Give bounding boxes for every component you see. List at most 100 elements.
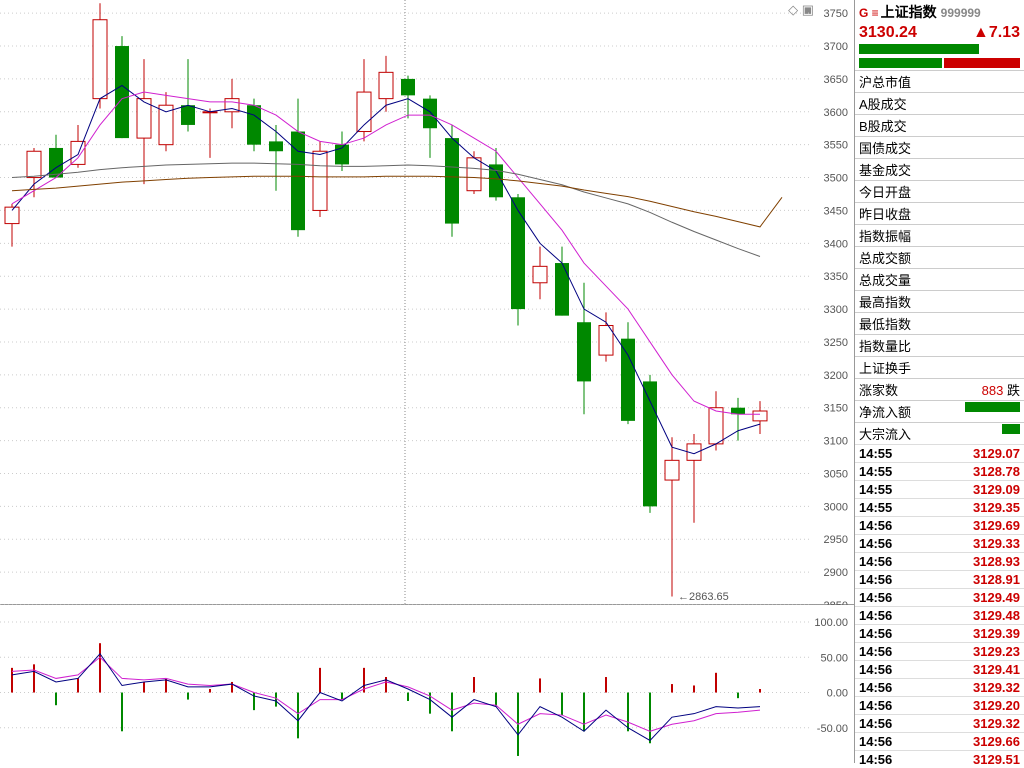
tick-row: 14:56 3128.93 bbox=[855, 552, 1024, 570]
info-row: 总成交额 bbox=[855, 246, 1024, 268]
svg-text:←2863.65: ←2863.65 bbox=[678, 591, 729, 603]
sentiment-bars bbox=[855, 42, 1024, 56]
tick-price: 3129.51 bbox=[973, 751, 1020, 768]
svg-text:2950: 2950 bbox=[824, 534, 848, 546]
svg-text:-50.00: -50.00 bbox=[817, 723, 848, 735]
tick-time: 14:56 bbox=[859, 643, 892, 660]
svg-text:100.00: 100.00 bbox=[814, 617, 848, 629]
info-row: 昨日收盘 bbox=[855, 202, 1024, 224]
info-row: 总成交量 bbox=[855, 268, 1024, 290]
svg-text:3400: 3400 bbox=[824, 238, 848, 250]
tick-price: 3129.32 bbox=[973, 715, 1020, 732]
bigflow-bar bbox=[1002, 424, 1020, 434]
red-bar bbox=[944, 58, 1020, 68]
tick-time: 14:55 bbox=[859, 499, 892, 516]
svg-text:3000: 3000 bbox=[824, 501, 848, 513]
gainers-value: 883 bbox=[982, 383, 1004, 398]
tick-row: 14:553128.78 bbox=[855, 462, 1024, 480]
index-title: G ≡上证指数999999 bbox=[859, 4, 981, 20]
tick-time: 14:56 bbox=[859, 607, 892, 624]
tick-row: 14:56 3129.23 bbox=[855, 642, 1024, 660]
green-bar-2 bbox=[859, 58, 942, 68]
tick-time: 14:55 bbox=[859, 481, 892, 498]
svg-text:3550: 3550 bbox=[824, 140, 848, 152]
tick-time: 14:56 bbox=[859, 679, 892, 696]
svg-text:3500: 3500 bbox=[824, 173, 848, 185]
tick-row: 14:55 3129.09 bbox=[855, 480, 1024, 498]
tick-price: 3129.66 bbox=[973, 733, 1020, 750]
sub-indicator-chart: 100.00 50.00 0.00 -50.00 bbox=[0, 605, 854, 763]
svg-text:3600: 3600 bbox=[824, 107, 848, 119]
info-label: 昨日收盘 bbox=[859, 204, 911, 223]
tick-time: 14:56 bbox=[859, 571, 892, 588]
losers-label: 跌 bbox=[1007, 383, 1020, 398]
tick-price: 3129.49 bbox=[973, 589, 1020, 606]
tick-row: 14:56 3129.32 bbox=[855, 678, 1024, 696]
tick-price: 3129.35 bbox=[973, 499, 1020, 516]
netflow-label: 净流入额 bbox=[859, 402, 911, 421]
tick-row: 14:56 3129.32 bbox=[855, 714, 1024, 732]
tick-price: 3128.93 bbox=[973, 553, 1020, 570]
info-row: 上证换手 bbox=[855, 356, 1024, 378]
tick-time: 14:56 bbox=[859, 625, 892, 642]
tick-price: 3129.23 bbox=[973, 643, 1020, 660]
gainers-label: 涨家数 bbox=[859, 380, 898, 399]
info-row: 沪总市值 bbox=[855, 70, 1024, 92]
info-label: 基金成交 bbox=[859, 160, 911, 179]
tick-time: 14:56 bbox=[859, 517, 892, 534]
green-bar-1 bbox=[859, 44, 979, 54]
tick-price: 3129.48 bbox=[973, 607, 1020, 624]
tick-price: 3129.09 bbox=[973, 481, 1020, 498]
tick-price: 3129.07 bbox=[973, 445, 1020, 462]
netflow-bar bbox=[965, 402, 1020, 412]
svg-text:3250: 3250 bbox=[824, 337, 848, 349]
current-price: 3130.24 bbox=[859, 24, 917, 42]
info-row: 国债成交 bbox=[855, 136, 1024, 158]
tick-row: 14:55 3129.07 bbox=[855, 444, 1024, 462]
tick-price: 3128.91 bbox=[973, 571, 1020, 588]
svg-text:3300: 3300 bbox=[824, 304, 848, 316]
sidebar-panel: G ≡上证指数999999 3130.24 ▲7.13 沪总市值A股成交B股成交… bbox=[854, 0, 1024, 763]
tick-time: 14:56 bbox=[859, 715, 892, 732]
svg-text:0.00: 0.00 bbox=[827, 688, 848, 700]
sentiment-bars-2 bbox=[855, 56, 1024, 70]
tick-row: 14:563129.33 bbox=[855, 534, 1024, 552]
info-label: B股成交 bbox=[859, 116, 907, 135]
tick-row: 14:563129.69 bbox=[855, 516, 1024, 534]
tick-row: 14:56 3129.48 bbox=[855, 606, 1024, 624]
chart-area[interactable]: ◇ ▣ 285029002950300030503100315032003250… bbox=[0, 0, 854, 763]
tick-time: 14:56 bbox=[859, 589, 892, 606]
svg-text:3750: 3750 bbox=[824, 8, 848, 20]
info-row: 最高指数 bbox=[855, 290, 1024, 312]
gainers-value-wrap: 883 跌 bbox=[982, 380, 1020, 399]
info-label: 沪总市值 bbox=[859, 72, 911, 91]
tick-price: 3129.32 bbox=[973, 679, 1020, 696]
tick-price: 3129.33 bbox=[973, 535, 1020, 552]
tick-row: 14:55 3129.35 bbox=[855, 498, 1024, 516]
info-row: 基金成交 bbox=[855, 158, 1024, 180]
info-label: 国债成交 bbox=[859, 138, 911, 157]
svg-text:3200: 3200 bbox=[824, 370, 848, 382]
svg-text:3700: 3700 bbox=[824, 41, 848, 53]
info-label: 最高指数 bbox=[859, 292, 911, 311]
svg-text:50.00: 50.00 bbox=[820, 652, 848, 664]
tick-time: 14:56 bbox=[859, 661, 892, 678]
info-row: B股成交 bbox=[855, 114, 1024, 136]
tick-row: 14:56 3129.49 bbox=[855, 588, 1024, 606]
tick-row: 14:56 3129.51 bbox=[855, 750, 1024, 768]
index-code: 999999 bbox=[941, 6, 981, 20]
main-candlestick-chart: 2850290029503000305031003150320032503300… bbox=[0, 0, 854, 605]
bigflow-label: 大宗流入 bbox=[859, 424, 911, 443]
info-row: 今日开盘 bbox=[855, 180, 1024, 202]
price-row: 3130.24 ▲7.13 bbox=[855, 24, 1024, 42]
netflow-row: 净流入额 bbox=[855, 400, 1024, 422]
bigflow-row: 大宗流入 bbox=[855, 422, 1024, 444]
tick-time: 14:56 bbox=[859, 751, 892, 768]
info-label: 指数量比 bbox=[859, 336, 911, 355]
info-label: 最低指数 bbox=[859, 314, 911, 333]
tick-row: 14:563129.20 bbox=[855, 696, 1024, 714]
tick-time: 14:55 bbox=[859, 445, 892, 462]
tick-price: 3128.78 bbox=[973, 463, 1020, 480]
tick-time: 14:56 bbox=[859, 553, 892, 570]
info-rows-container: 沪总市值A股成交B股成交国债成交基金成交今日开盘昨日收盘指数振幅总成交额总成交量… bbox=[855, 70, 1024, 378]
